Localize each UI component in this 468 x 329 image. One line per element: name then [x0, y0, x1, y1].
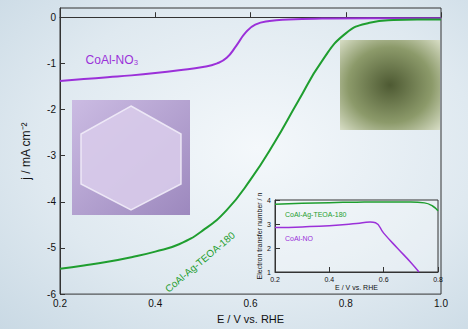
- svg-text:0.2: 0.2: [53, 298, 67, 309]
- svg-text:1: 1: [267, 269, 271, 276]
- svg-text:CoAl-Ag-TEOA-180: CoAl-Ag-TEOA-180: [163, 229, 237, 294]
- svg-text:CoAl-NO₃: CoAl-NO₃: [86, 53, 139, 67]
- svg-text:0.8: 0.8: [433, 276, 443, 283]
- svg-text:-5: -5: [47, 242, 56, 253]
- svg-text:Electron transfer number / n: Electron transfer number / n: [256, 193, 263, 280]
- svg-text:CoAl-NO: CoAl-NO: [285, 235, 314, 242]
- svg-text:0.4: 0.4: [324, 276, 334, 283]
- svg-text:1.0: 1.0: [434, 298, 448, 309]
- svg-text:E / V vs. RHE: E / V vs. RHE: [335, 284, 378, 291]
- svg-text:-6: -6: [47, 288, 56, 300]
- svg-text:0: 0: [50, 12, 56, 23]
- svg-text:-3: -3: [47, 150, 56, 161]
- svg-text:-1: -1: [47, 58, 56, 69]
- svg-text:CoAl-Ag-TEOA-180: CoAl-Ag-TEOA-180: [285, 211, 347, 219]
- svg-text:3: 3: [267, 221, 271, 228]
- svg-text:E / V vs. RHE: E / V vs. RHE: [217, 313, 284, 325]
- svg-text:-2: -2: [47, 104, 56, 115]
- svg-text:0.8: 0.8: [339, 298, 353, 309]
- svg-text:0.4: 0.4: [148, 298, 162, 309]
- svg-text:j / mA cm⁻²: j / mA cm⁻²: [19, 122, 33, 180]
- svg-text:-4: -4: [47, 196, 56, 207]
- svg-text:0.6: 0.6: [379, 276, 389, 283]
- svg-text:0.2: 0.2: [270, 276, 280, 283]
- svg-text:2: 2: [267, 245, 271, 252]
- svg-text:4: 4: [267, 197, 271, 204]
- svg-text:0.6: 0.6: [244, 298, 258, 309]
